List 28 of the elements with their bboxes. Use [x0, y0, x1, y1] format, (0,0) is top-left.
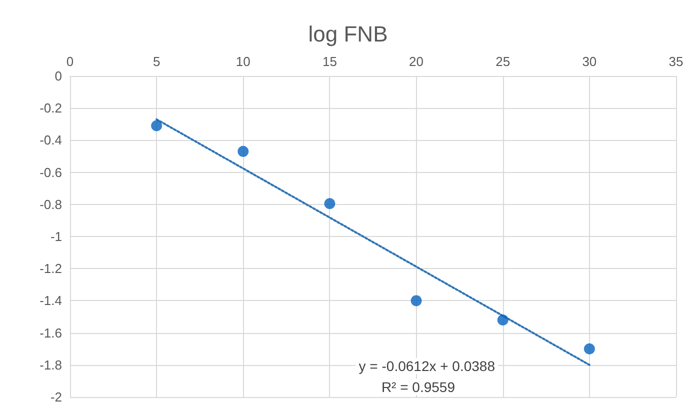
y-tick-label: -2 — [50, 390, 62, 404]
x-tick-label: 5 — [152, 54, 160, 69]
point — [324, 198, 336, 210]
y-tick-label: -1.2 — [40, 261, 62, 276]
annotation: R² = 0.9559 — [381, 379, 456, 395]
point — [238, 146, 249, 157]
y-tick-label: -0.2 — [40, 100, 62, 116]
point — [497, 314, 508, 326]
y-tick-label: -1.4 — [40, 293, 62, 308]
y-tick-label: 0 — [54, 68, 62, 84]
x-tick-label: 25 — [496, 54, 510, 69]
annotation: y = -0.0612x + 0.0388 — [358, 358, 496, 374]
y-tick-label: -0.4 — [40, 132, 62, 148]
x-tick-label: 20 — [409, 54, 424, 69]
x-tick-label: 30 — [582, 54, 597, 69]
y-tick-label: -1.8 — [40, 357, 62, 372]
y-tick-label: -0.8 — [40, 196, 62, 212]
point — [151, 120, 162, 132]
point — [584, 343, 595, 354]
x-tick-label: 35 — [668, 54, 684, 69]
x-tick-label: 15 — [322, 54, 337, 69]
chart-title: log FNB — [308, 22, 388, 46]
point — [410, 295, 422, 306]
y-tick-label: -0.6 — [40, 164, 62, 180]
x-tick-label: 0 — [66, 54, 74, 69]
x-tick-label: 10 — [236, 54, 250, 69]
y-tick-label: -1 — [50, 229, 62, 244]
y-tick-label: -1.6 — [40, 325, 62, 340]
